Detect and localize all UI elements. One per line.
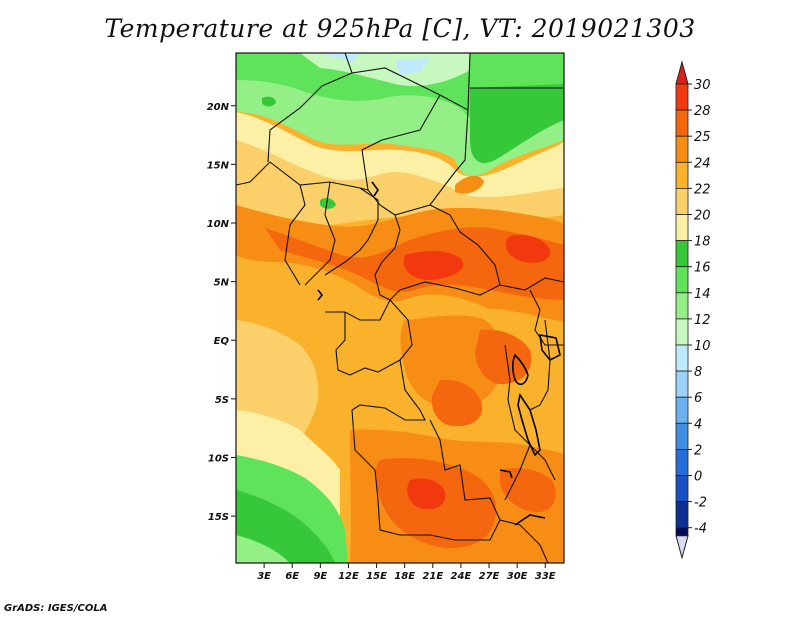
colorbar-label: 10 (694, 339, 711, 354)
colorbar-label: 18 (694, 235, 711, 250)
country-borders (236, 53, 564, 563)
map-axes: 20N 15N 10N 5N EQ 5S 10S 15S 3E 6E 9E 12E 15E 18E 21E 2… (207, 102, 556, 582)
colorbar-swatch (675, 527, 689, 537)
lat-tick-label: 15N (207, 160, 230, 171)
colorbar-label: 4 (694, 417, 702, 432)
lon-tick-label: 6E (285, 571, 299, 582)
chart-title: Temperature at 925hPa [C], VT: 201902130… (104, 14, 696, 43)
lat-tick-label: EQ (214, 336, 230, 347)
field-hottest-2 (505, 234, 551, 263)
colorbar-label: -2 (694, 496, 707, 511)
colorbar-swatch (675, 161, 689, 189)
colorbar-swatch (675, 266, 689, 294)
colorbar-label: -4 (694, 522, 707, 537)
lat-tick-label: 5N (214, 278, 230, 289)
lat-tick-label: 10S (208, 453, 229, 464)
lon-tick-label: 24E (451, 571, 472, 582)
colorbar-label: 24 (694, 156, 711, 171)
colorbar-swatch (675, 422, 689, 450)
colorbar-swatch (675, 344, 689, 372)
colorbar-bottom-arrow (675, 535, 689, 560)
colorbar-label: 2 (694, 443, 702, 458)
colorbar-label: 14 (694, 287, 711, 302)
colorbar-label: 6 (694, 391, 702, 406)
colorbar-swatch (675, 83, 689, 111)
field-atlantic-lightgreen (236, 535, 290, 563)
lon-tick-label: 18E (394, 571, 415, 582)
lon-tick-label: 9E (313, 571, 327, 582)
lon-tick-label: 21E (422, 571, 443, 582)
colorbar-label: 0 (694, 470, 702, 485)
colorbar-swatch (675, 240, 689, 268)
lat-tick-label: 10N (207, 219, 230, 230)
field-east-core (475, 329, 532, 385)
lon-tick-label: 30E (507, 571, 528, 582)
lat-tick-label: 15S (208, 512, 229, 523)
lon-tick-label: 3E (257, 571, 271, 582)
colorbar-swatch (675, 396, 689, 424)
field-mid-core (431, 379, 483, 427)
lon-tick-label: 27E (479, 571, 500, 582)
map-frame (235, 52, 565, 564)
field-congo-core (400, 315, 502, 409)
colorbar-swatch (675, 318, 689, 346)
colorbar-swatch (675, 187, 689, 215)
lat-tick-label: 5S (215, 395, 229, 406)
lon-tick-label: 12E (338, 571, 359, 582)
temperature-field (236, 53, 564, 563)
lakes-coast (317, 181, 561, 526)
colorbar-swatch (675, 135, 689, 163)
colorbar-swatch (675, 109, 689, 137)
field-ne-green (470, 84, 564, 164)
colorbar-label: 30 (694, 78, 711, 93)
colorbar-swatch (675, 448, 689, 476)
field-south-hottest (407, 478, 446, 510)
colorbar-label: 8 (694, 365, 702, 380)
field-hottest-1 (403, 250, 464, 280)
colorbar-label: 22 (694, 182, 711, 197)
colorbar-label: 16 (694, 261, 711, 276)
colorbar-swatch (675, 292, 689, 320)
colorbar-swatch (675, 501, 689, 529)
field-se-core (500, 468, 556, 513)
field-sahel-yellow (236, 140, 564, 226)
colorbar-label: 20 (694, 209, 711, 224)
colorbar-label: 28 (694, 104, 711, 119)
colorbar-swatch (675, 475, 689, 503)
colorbar-label: 12 (694, 313, 711, 328)
lon-tick-label: 15E (366, 571, 387, 582)
footer-credit: GrADS: IGES/COLA (4, 603, 108, 614)
colorbar-swatch (675, 370, 689, 398)
colorbar-swatch (675, 214, 689, 242)
colorbar-label: 25 (694, 130, 711, 145)
lat-tick-label: 20N (207, 102, 230, 113)
lon-tick-label: 33E (535, 571, 556, 582)
colorbar-top-arrow (675, 60, 689, 85)
